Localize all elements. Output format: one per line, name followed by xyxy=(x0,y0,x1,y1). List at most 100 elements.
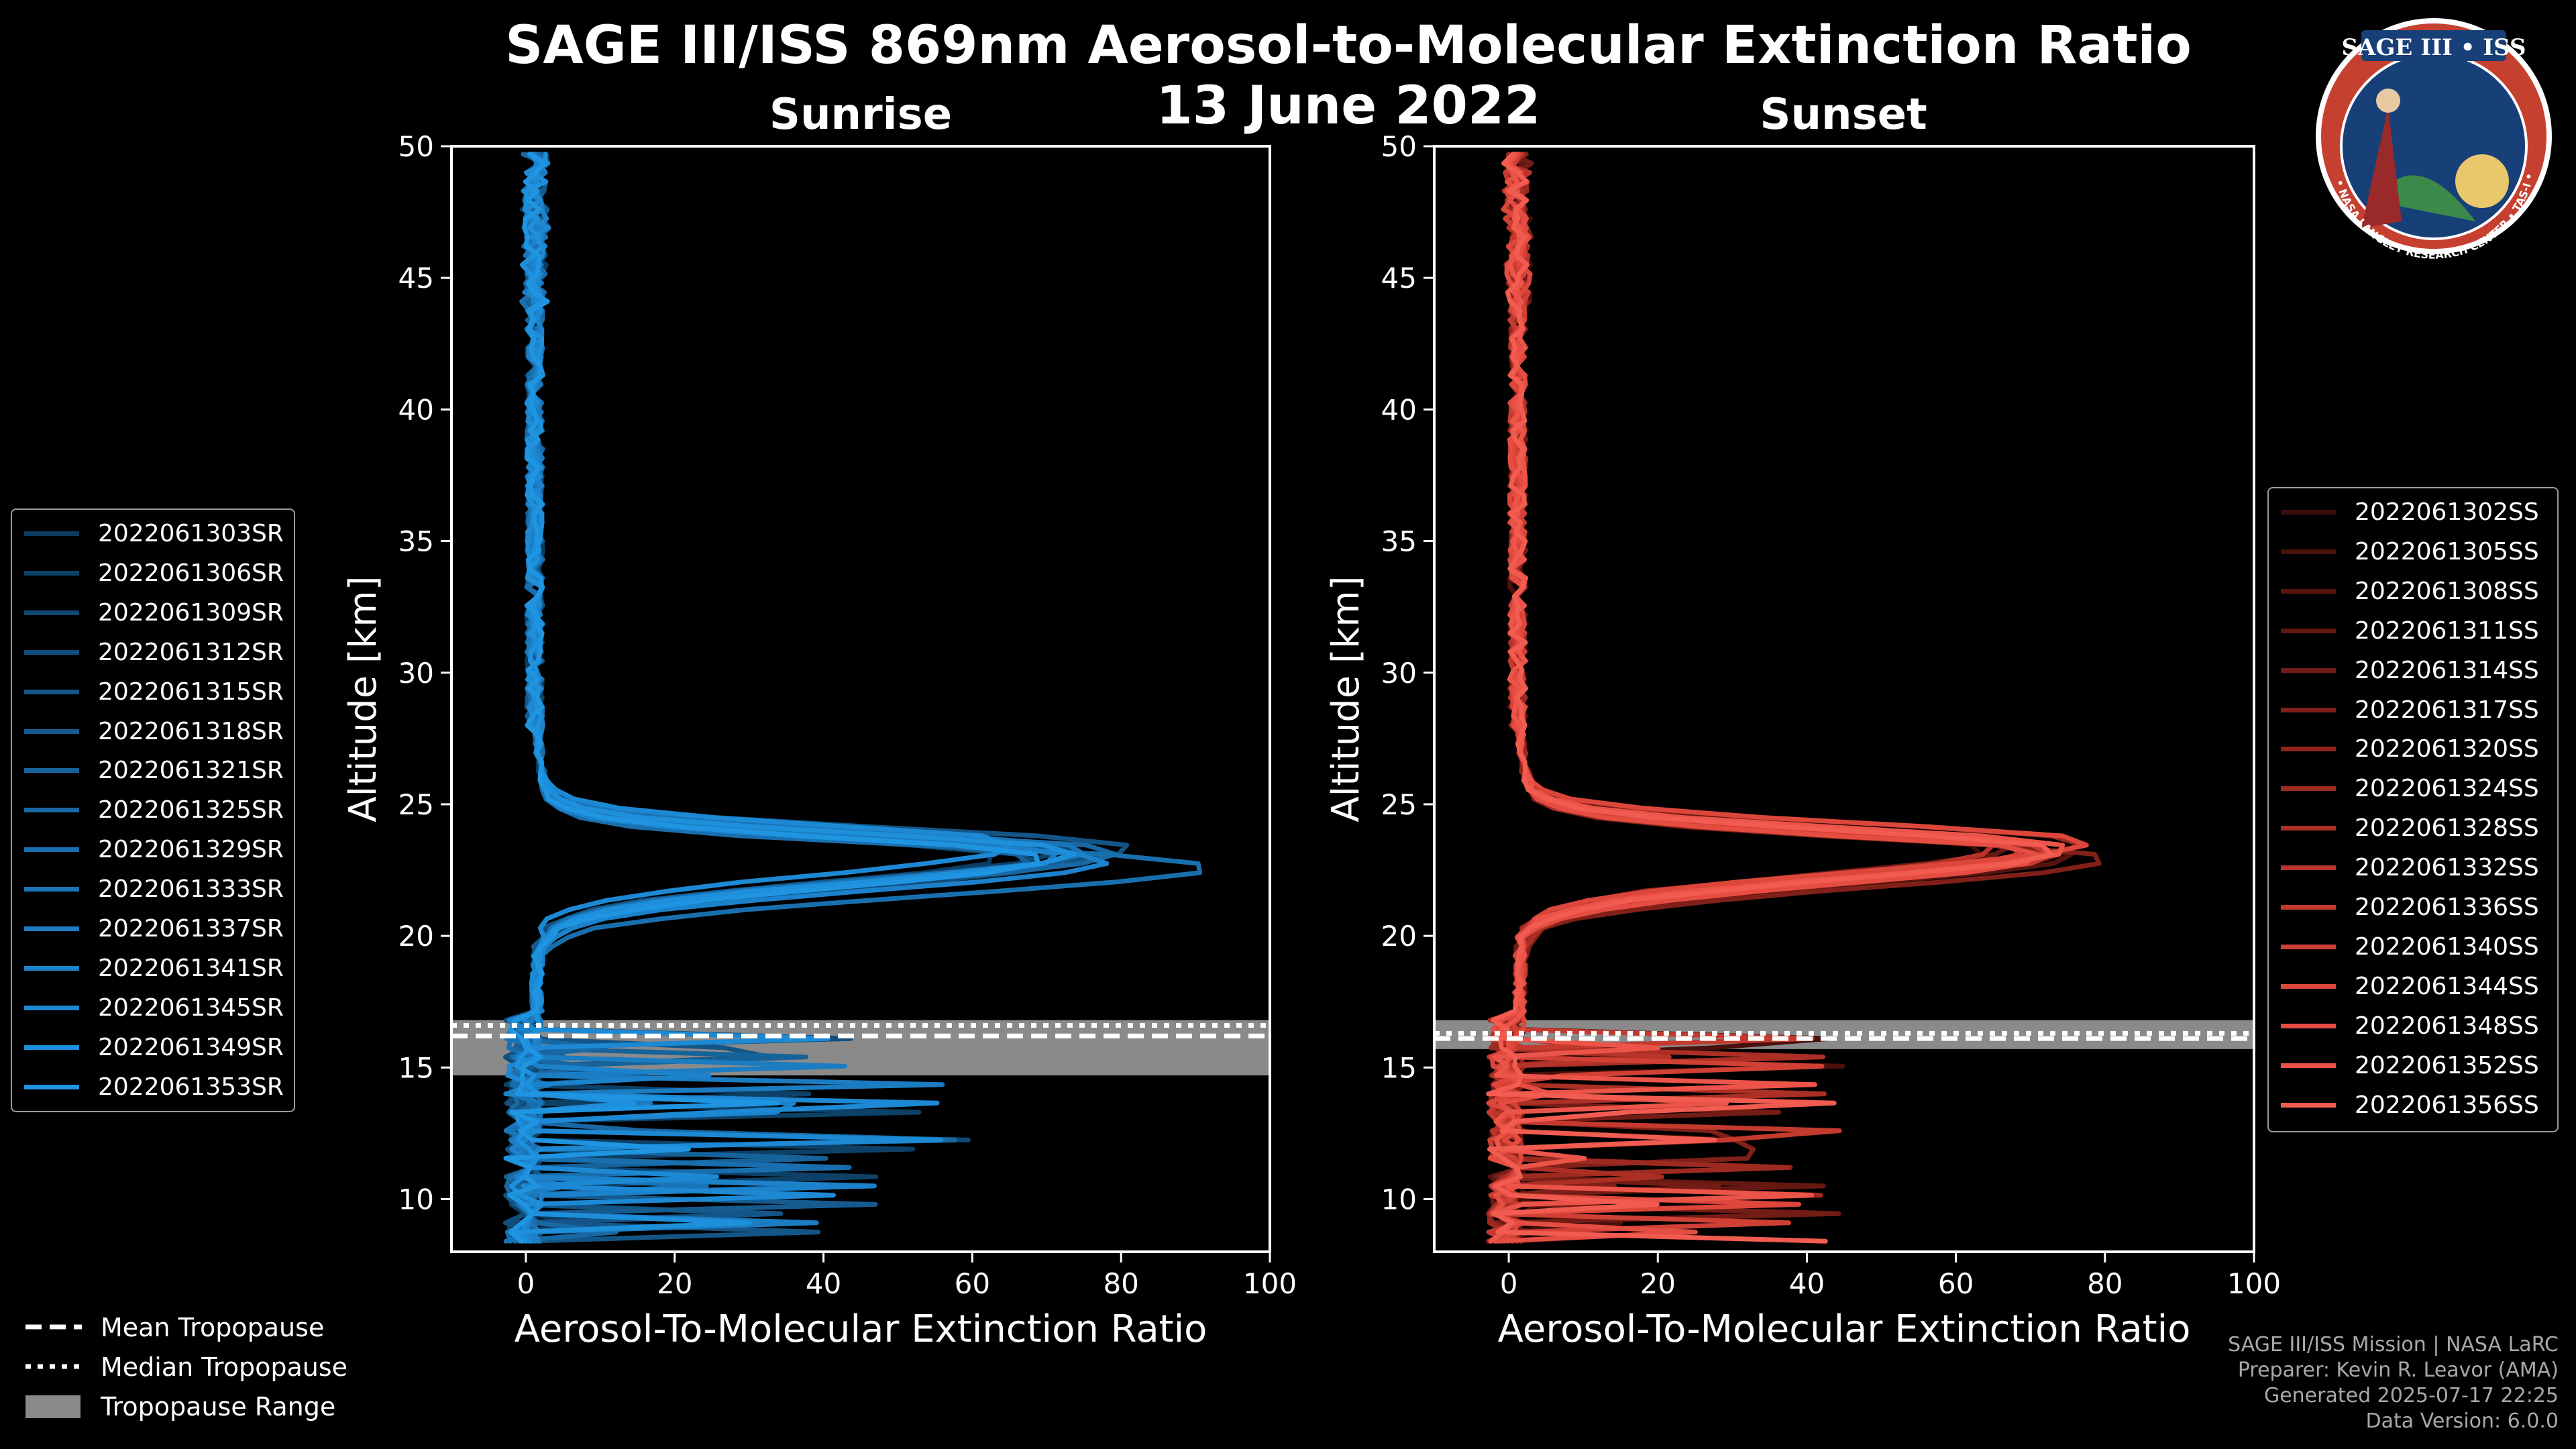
legend-swatch xyxy=(2281,1023,2336,1028)
legend-label: 2022061308SS xyxy=(2355,577,2539,605)
legend-swatch xyxy=(2281,786,2336,792)
legend-label: 2022061312SR xyxy=(98,638,284,666)
y-tick-label: 25 xyxy=(398,788,434,821)
legend-label: 2022061303SR xyxy=(98,520,284,547)
y-tick-label: 35 xyxy=(398,525,434,558)
legend-label: 2022061333SR xyxy=(98,875,284,904)
plot-area-sunset xyxy=(1434,152,2254,1244)
series-line-2022061352SS xyxy=(1488,152,2065,1244)
figure-date: 13 June 2022 xyxy=(1157,76,1541,136)
legend-swatch xyxy=(24,965,79,971)
y-tick-label: 15 xyxy=(398,1051,434,1084)
y-tick-label: 50 xyxy=(398,130,434,163)
legend-label: 2022061337SR xyxy=(98,915,284,943)
legend-label: 2022061345SR xyxy=(98,994,284,1022)
legend-swatch xyxy=(2281,826,2336,831)
y-tick-label: 50 xyxy=(1381,130,1417,163)
legend-swatch xyxy=(2281,944,2336,949)
legend-label: 2022061305SS xyxy=(2355,537,2539,566)
legend-label: 2022061321SR xyxy=(98,757,284,785)
legend-label: 2022061356SS xyxy=(2355,1091,2539,1119)
credit-version: Data Version: 6.0.0 xyxy=(2365,1409,2559,1433)
y-tick-label: 40 xyxy=(1381,393,1417,426)
logo-text: SAGE III • ISS xyxy=(2341,34,2526,61)
x-tick-label: 0 xyxy=(517,1267,535,1300)
legend-swatch xyxy=(24,1044,79,1050)
legend-swatch xyxy=(2281,549,2336,554)
legend-swatch xyxy=(24,926,79,931)
legend-swatch xyxy=(24,847,79,853)
legend-label: 2022061306SR xyxy=(98,559,284,587)
legend-swatch xyxy=(24,729,79,734)
y-tick-label: 20 xyxy=(398,920,434,953)
legend-label: 2022061324SS xyxy=(2355,775,2539,803)
legend-swatch xyxy=(24,610,79,615)
tropopause-legend: Mean Tropopause Median Tropopause Tropop… xyxy=(25,1313,347,1421)
legend-swatch xyxy=(2281,865,2336,871)
x-axis-label: Aerosol-To-Molecular Extinction Ratio xyxy=(515,1307,1208,1351)
legend-label: 2022061318SR xyxy=(98,717,284,745)
legend-label: 2022061349SR xyxy=(98,1033,284,1061)
x-tick-label: 20 xyxy=(657,1267,692,1300)
legend-label: 2022061311SS xyxy=(2355,616,2539,645)
y-tick-label: 30 xyxy=(1381,657,1417,690)
legend-swatch xyxy=(24,887,79,892)
axes-frame xyxy=(1433,145,2255,1253)
subplot-title: Sunset xyxy=(1760,90,1927,140)
legend-swatch xyxy=(2281,707,2336,712)
legend-label: 2022061309SR xyxy=(98,598,284,627)
x-tick-label: 80 xyxy=(2087,1267,2123,1300)
legend-label: 2022061352SS xyxy=(2355,1051,2539,1079)
legend-swatch xyxy=(2281,747,2336,752)
y-axis-label: Altitude [km] xyxy=(1324,576,1368,822)
legend-swatch xyxy=(24,649,79,655)
legend-swatch xyxy=(24,768,79,773)
legend-label: 2022061320SS xyxy=(2355,735,2539,763)
credit-preparer: Preparer: Kevin R. Leavor (AMA) xyxy=(2237,1358,2559,1382)
legend-label: 2022061353SR xyxy=(98,1073,284,1101)
median-tropopause-label: Median Tropopause xyxy=(101,1352,347,1382)
legend-label: 2022061332SS xyxy=(2355,854,2539,882)
series-line-2022061353SR xyxy=(503,152,1041,1244)
legend-swatch xyxy=(2281,588,2336,594)
legend-label: 2022061329SR xyxy=(98,836,284,864)
series-line-2022061337SR xyxy=(508,152,1058,1244)
credit-generated: Generated 2025-07-17 22:25 xyxy=(2263,1384,2559,1407)
legend-swatch xyxy=(2281,905,2336,910)
legend-label: 2022061344SS xyxy=(2355,972,2539,1000)
legend-swatch xyxy=(24,689,79,694)
x-tick-label: 100 xyxy=(2227,1267,2281,1300)
x-tick-label: 20 xyxy=(1640,1267,1676,1300)
legend-label: 2022061325SR xyxy=(98,796,284,824)
credit-mission: SAGE III/ISS Mission | NASA LaRC xyxy=(2228,1333,2559,1356)
y-tick-label: 45 xyxy=(398,262,434,294)
x-tick-label: 100 xyxy=(1243,1267,1297,1300)
credits: SAGE III/ISS Mission | NASA LaRC Prepare… xyxy=(2228,1332,2559,1434)
x-tick-label: 40 xyxy=(806,1267,841,1300)
legend-swatch xyxy=(2281,1063,2336,1068)
legend-label: 2022061315SR xyxy=(98,678,284,706)
legend-label: 2022061341SR xyxy=(98,954,284,982)
legend-swatch xyxy=(2281,983,2336,989)
series-line-2022061356SS xyxy=(1486,152,2054,1244)
tropopause-range-label: Tropopause Range xyxy=(100,1392,335,1421)
legend-swatch xyxy=(24,1084,79,1089)
legend-label: 2022061317SS xyxy=(2355,696,2539,724)
y-tick-label: 25 xyxy=(1381,788,1417,821)
legend-swatch xyxy=(24,570,79,576)
y-tick-label: 35 xyxy=(1381,525,1417,558)
x-tick-label: 40 xyxy=(1789,1267,1825,1300)
legend-swatch xyxy=(2281,1102,2336,1108)
legend-label: 2022061336SS xyxy=(2355,894,2539,921)
legend-label: 2022061302SS xyxy=(2355,498,2539,526)
x-axis-label: Aerosol-To-Molecular Extinction Ratio xyxy=(1498,1307,2191,1351)
x-tick-label: 0 xyxy=(1500,1267,1518,1300)
y-tick-label: 30 xyxy=(398,657,434,690)
figure-title: SAGE III/ISS 869nm Aerosol-to-Molecular … xyxy=(505,15,2192,76)
x-tick-label: 60 xyxy=(1938,1267,1974,1300)
sunset-legend: 2022061302SS 2022061305SS 2022061308SS 2022… xyxy=(2267,487,2559,1132)
legend-swatch xyxy=(2281,510,2336,515)
y-tick-label: 10 xyxy=(398,1183,434,1216)
legend-swatch xyxy=(24,1005,79,1010)
